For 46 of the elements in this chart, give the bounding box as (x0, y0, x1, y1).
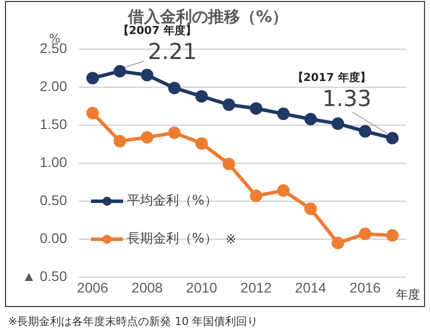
annotation: 【2017 年度】 (292, 70, 371, 84)
y-tick-label: 1.00 (40, 154, 68, 170)
point (250, 190, 262, 202)
x-tick-label: 2014 (295, 279, 326, 296)
y-tick-label: ▲ 0.50 (22, 268, 68, 284)
point (222, 98, 236, 111)
point (358, 228, 372, 240)
annotation: ※ (225, 232, 236, 248)
point (304, 112, 317, 126)
point (195, 137, 208, 150)
point (114, 64, 126, 78)
data-label: 1.33 (322, 86, 372, 112)
point (277, 108, 290, 120)
legend-label: 長期金利（%） (126, 232, 218, 247)
point (114, 134, 126, 148)
point (386, 229, 399, 242)
y-tick-label: 0.50 (40, 192, 68, 208)
y-tick-label: 2.00 (40, 78, 68, 94)
x-tick-label: 2006 (77, 279, 108, 296)
point (140, 131, 154, 144)
legend-label: 平均金利（%） (126, 194, 218, 209)
point (86, 106, 99, 120)
x-tick-label: 2016 (350, 279, 381, 296)
point (168, 82, 181, 94)
point (386, 132, 399, 144)
x-tick-label: 2012 (240, 279, 272, 296)
point (168, 126, 181, 140)
point (195, 90, 208, 103)
x-tick-label: 2010 (186, 279, 218, 296)
text: ※長期金利は各年度末時点の新発 10 年国債利回り (8, 314, 258, 329)
x-axis-title: 年度 (396, 287, 420, 302)
point (304, 202, 317, 216)
point (250, 102, 262, 115)
point (140, 68, 154, 82)
data-label: 2.21 (148, 40, 197, 65)
x-tick-label: 2008 (132, 279, 163, 296)
y-tick-label: 1.50 (40, 116, 68, 132)
point (222, 158, 236, 170)
chart-title: 借入金利の推移（%） (126, 6, 288, 26)
point (86, 72, 99, 84)
text: 【2007 年度】 (118, 24, 196, 38)
point (332, 117, 344, 130)
point (332, 236, 344, 250)
point (277, 184, 290, 197)
y-tick-label: 0.00 (40, 230, 68, 246)
point (358, 125, 372, 138)
